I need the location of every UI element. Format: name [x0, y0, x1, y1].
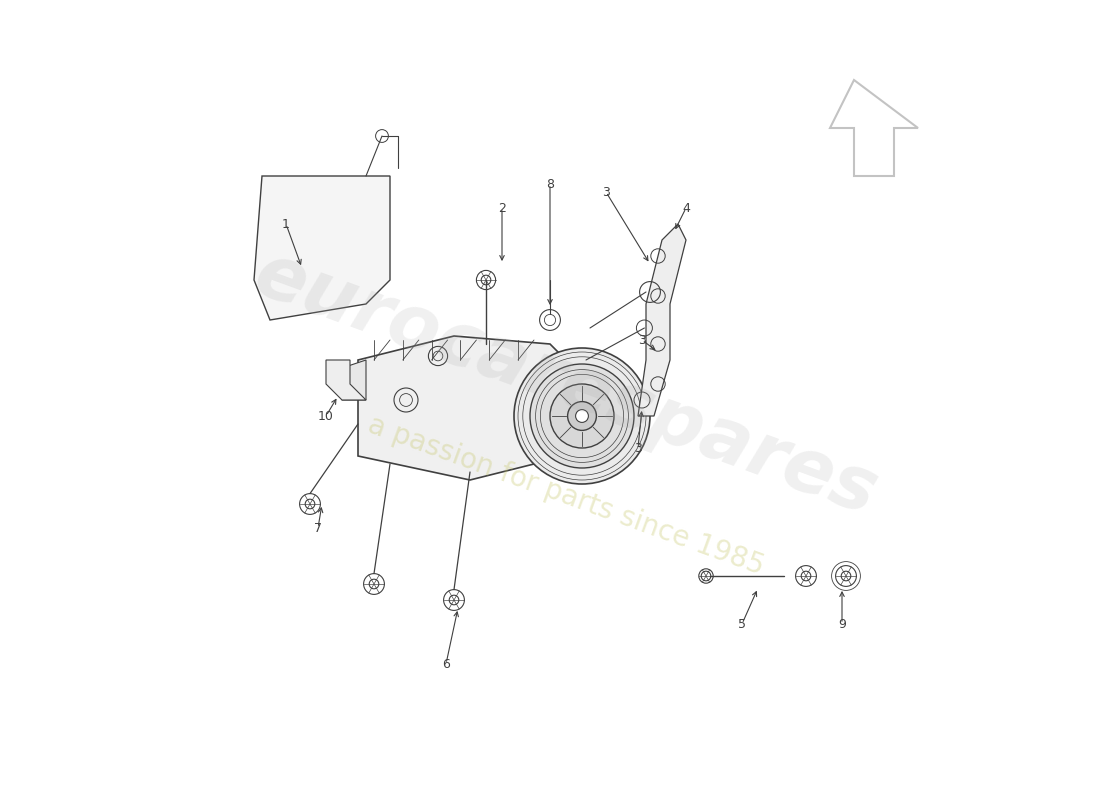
- Text: a passion for parts since 1985: a passion for parts since 1985: [364, 411, 768, 581]
- Text: 4: 4: [682, 202, 690, 214]
- Text: eurocarespares: eurocarespares: [244, 238, 888, 530]
- Circle shape: [575, 410, 589, 422]
- Circle shape: [568, 402, 596, 430]
- Circle shape: [550, 384, 614, 448]
- Text: 1: 1: [282, 218, 290, 230]
- Polygon shape: [326, 360, 366, 400]
- Polygon shape: [342, 360, 366, 400]
- Polygon shape: [254, 176, 390, 320]
- Text: 2: 2: [498, 202, 506, 214]
- Text: 8: 8: [546, 178, 554, 190]
- Polygon shape: [638, 224, 686, 416]
- Text: 7: 7: [314, 522, 322, 534]
- Polygon shape: [358, 336, 566, 480]
- Circle shape: [514, 348, 650, 484]
- Circle shape: [530, 364, 634, 468]
- Text: 3: 3: [602, 186, 609, 198]
- Text: 9: 9: [838, 618, 846, 630]
- Text: 5: 5: [738, 618, 746, 630]
- Text: 3: 3: [638, 334, 646, 346]
- Text: 6: 6: [442, 658, 450, 670]
- Text: 3: 3: [634, 442, 642, 454]
- Text: 10: 10: [318, 410, 334, 422]
